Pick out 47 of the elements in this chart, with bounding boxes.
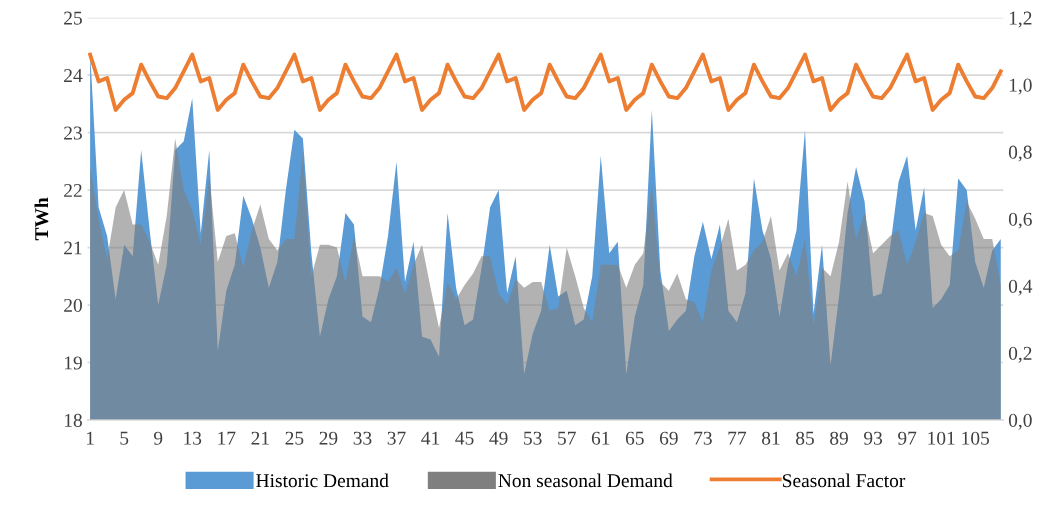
x-tick-label: 1 bbox=[86, 431, 94, 445]
x-tick-label: 61 bbox=[591, 431, 610, 445]
x-tick-label: 85 bbox=[796, 431, 814, 445]
y-tick-label: 24 bbox=[64, 69, 83, 82]
y2-tick-label: 1,0 bbox=[1009, 78, 1032, 95]
y-tick-label: 25 bbox=[64, 11, 82, 25]
x-tick-label: 5 bbox=[120, 431, 129, 445]
x-tick-label: 13 bbox=[184, 431, 202, 445]
x-tick-label: 89 bbox=[830, 431, 848, 445]
legend-label: Non seasonal Demand bbox=[498, 473, 673, 488]
y-tick-label: 21 bbox=[64, 241, 82, 255]
x-tick-label: 45 bbox=[455, 431, 474, 445]
x-tick-label: 97 bbox=[898, 431, 917, 445]
x-tick-label: 81 bbox=[761, 431, 780, 445]
legend-label: Historic Demand bbox=[256, 473, 389, 488]
x-tick-label: 41 bbox=[421, 431, 440, 445]
x-tick-label: 37 bbox=[387, 431, 406, 445]
y-tick-label: 22 bbox=[64, 183, 82, 197]
x-tick-label: 69 bbox=[659, 431, 678, 445]
y2-tick-label: 1,2 bbox=[1009, 11, 1032, 28]
x-tick-label: 93 bbox=[864, 431, 883, 445]
x-tick-label: 29 bbox=[319, 431, 338, 445]
x-tick-label: 21 bbox=[251, 431, 269, 445]
y-tick-label: 20 bbox=[64, 298, 82, 312]
x-tick-label: 9 bbox=[153, 431, 163, 445]
x-tick-label: 73 bbox=[694, 431, 712, 445]
x-tick-label: 49 bbox=[489, 431, 508, 445]
legend-label: Seasonal Factor bbox=[782, 473, 906, 488]
x-tick-label: 57 bbox=[558, 431, 576, 445]
x-tick-label: 77 bbox=[728, 431, 747, 445]
y-tick-label: 19 bbox=[64, 356, 82, 370]
y2-tick-label: 0,6 bbox=[1008, 212, 1032, 229]
y-tick-label: 23 bbox=[64, 126, 82, 140]
y-tick-label: 18 bbox=[64, 413, 82, 427]
y2-tick-label: 0,4 bbox=[1008, 279, 1033, 296]
line-series bbox=[88, 52, 1003, 112]
y2-tick-label: 0,0 bbox=[1008, 413, 1032, 430]
x-tick-label: 101 bbox=[928, 431, 955, 445]
x-tick-label: 17 bbox=[218, 431, 236, 445]
x-tick-label: 53 bbox=[524, 431, 542, 445]
x-tick-label: 25 bbox=[285, 431, 304, 445]
x-tick-label: 33 bbox=[353, 431, 372, 445]
x-tick-label: 65 bbox=[625, 431, 644, 445]
y2-tick-label: 0,8 bbox=[1008, 145, 1032, 162]
y-axis-title: TWh bbox=[34, 197, 49, 241]
x-tick-label: 105 bbox=[962, 431, 990, 445]
y2-tick-label: 0,2 bbox=[1008, 346, 1032, 363]
